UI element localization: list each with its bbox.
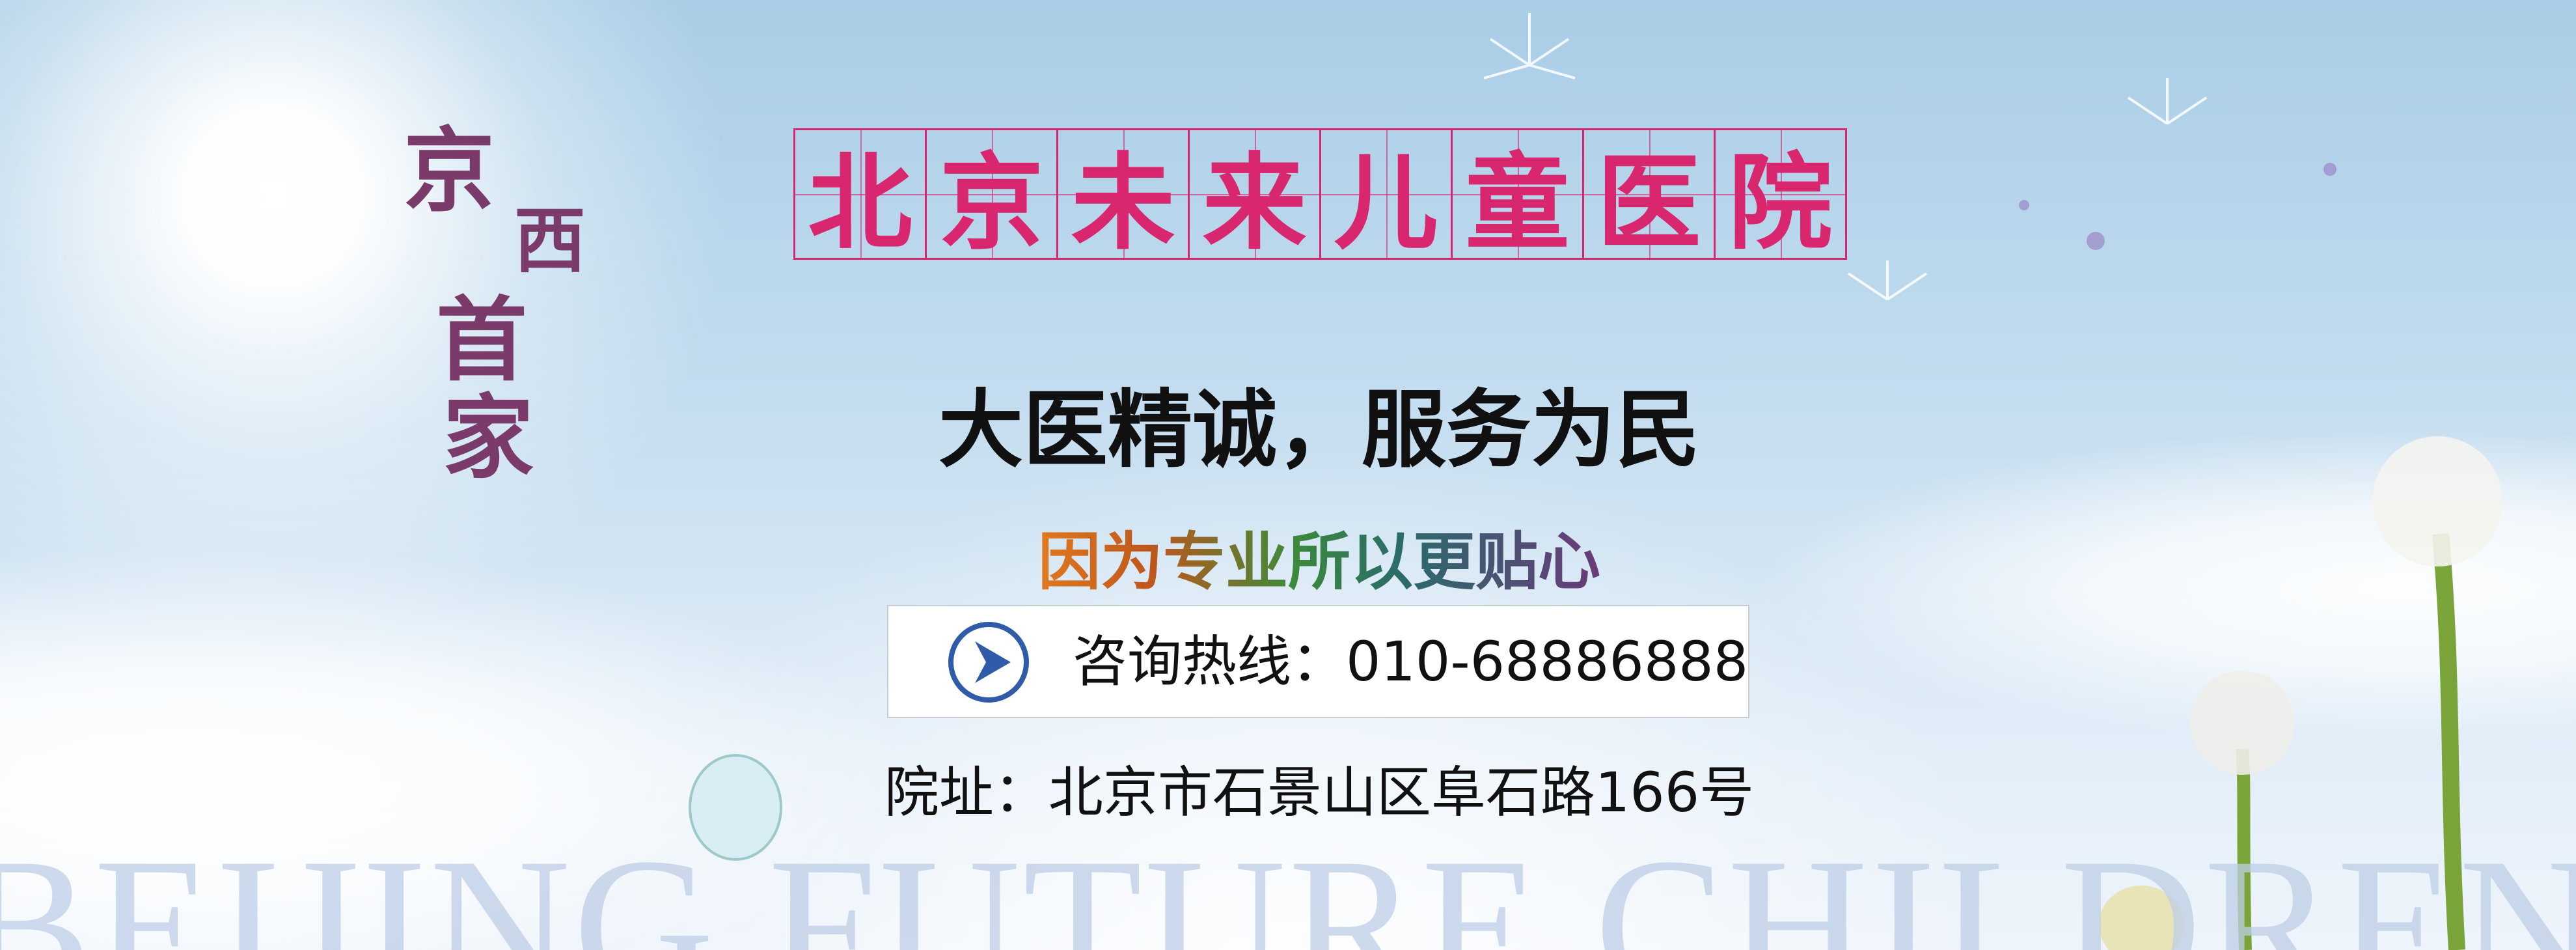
title-cell: 北	[795, 130, 927, 264]
tagline-text: 因为专业所以更贴心	[1038, 525, 1600, 598]
side-slogan-char: 西	[514, 199, 586, 283]
title-cell: 童	[1453, 130, 1584, 264]
title: 北京未来儿童医院	[793, 128, 1847, 264]
title-cell: 京	[927, 130, 1058, 264]
hotline-box[interactable]: 咨询热线：010-68886888	[887, 605, 1749, 718]
title-cell: 儿	[1321, 130, 1453, 264]
arrow-icon	[948, 622, 1029, 703]
title-cell: 来	[1190, 130, 1321, 264]
title-cell: 院	[1716, 130, 1845, 264]
title-char: 医	[1596, 141, 1701, 264]
title-char: 京	[939, 141, 1044, 264]
title-char: 来	[1202, 141, 1307, 264]
title-cell: 未	[1058, 130, 1190, 264]
title-char: 北	[808, 141, 912, 264]
title-char: 院	[1728, 141, 1833, 264]
title-cell: 医	[1584, 130, 1716, 264]
side-slogan-char: 京	[404, 118, 495, 225]
tagline: 因为专业所以更贴心	[0, 511, 2576, 602]
slogan: 大医精诚，服务为民	[938, 380, 1700, 479]
title-char: 未	[1071, 141, 1175, 264]
title-char: 儿	[1334, 141, 1438, 264]
address: 院址：北京市石景山区阜石路166号	[884, 761, 1755, 824]
title-char: 童	[1465, 141, 1570, 264]
side-slogan-char: 首	[436, 287, 528, 394]
hotline: 咨询热线：010-68886888	[1073, 630, 1749, 693]
side-slogan-char: 家	[443, 385, 534, 492]
watermark: BEIJING FUTURE CHILDREN'S HOSPITAL	[0, 818, 2576, 950]
